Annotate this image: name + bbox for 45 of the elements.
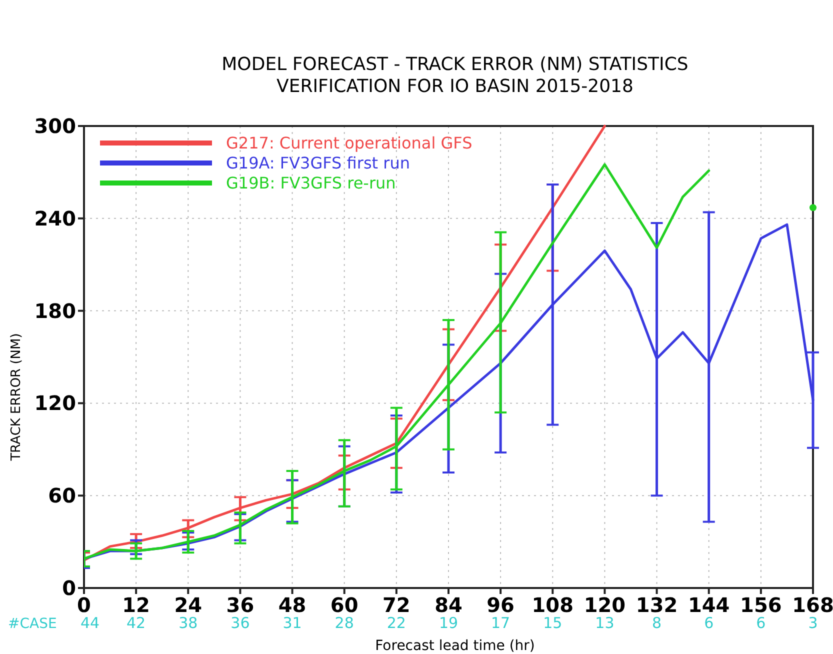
- chart-subtitle: VERIFICATION FOR IO BASIN 2015-2018: [276, 76, 634, 97]
- x-tick-label: 72: [382, 593, 410, 617]
- x-tick-label: 156: [740, 593, 782, 617]
- x-tick-label: 24: [174, 593, 202, 617]
- text: 13: [595, 614, 614, 632]
- text: 42: [126, 614, 146, 632]
- x-tick-label: 132: [636, 593, 678, 617]
- text: 31: [282, 614, 302, 632]
- text: 38: [178, 614, 198, 632]
- y-tick-label: 120: [34, 391, 76, 416]
- x-tick-label: 48: [278, 593, 306, 617]
- x-tick-label: 144: [688, 593, 730, 617]
- x-tick-label: 96: [486, 593, 514, 617]
- text: G217: Current operational GFS: [226, 134, 472, 153]
- text: 6: [704, 614, 714, 632]
- text: 15: [543, 614, 562, 632]
- y-tick-label: 300: [34, 114, 76, 138]
- text: 6: [756, 614, 766, 632]
- text: 22: [386, 614, 406, 632]
- x-tick-label: 36: [226, 593, 254, 617]
- text: #CASE: [8, 616, 57, 632]
- text: G19B: FV3GFS re-run: [226, 174, 396, 193]
- text: 19: [438, 614, 458, 632]
- text: 44: [80, 614, 100, 632]
- chart-title: MODEL FORECAST - TRACK ERROR (NM) STATISTICS: [222, 54, 688, 75]
- text: G19A: FV3GFS first run: [226, 154, 410, 173]
- x-tick-label: 120: [584, 593, 626, 617]
- x-tick-label: 0: [77, 593, 91, 617]
- y-axis-title: TRACK ERROR (NM): [9, 333, 24, 462]
- line-series: [84, 124, 606, 562]
- text: 8: [652, 614, 662, 632]
- y-tick-label: 0: [62, 576, 76, 600]
- text: 3: [808, 614, 818, 632]
- x-tick-label: 84: [434, 593, 462, 617]
- x-tick-label: 168: [792, 593, 833, 617]
- x-tick-label: 60: [330, 593, 358, 617]
- y-tick-label: 240: [34, 206, 76, 230]
- x-axis-title: Forecast lead time (hr): [375, 638, 535, 654]
- x-tick-label: 12: [122, 593, 150, 617]
- y-tick-label: 180: [34, 298, 76, 323]
- x-tick-label: 108: [532, 593, 574, 617]
- text: 36: [230, 614, 250, 632]
- text: 28: [334, 614, 354, 632]
- text: 17: [491, 614, 510, 632]
- y-tick-label: 60: [48, 484, 76, 508]
